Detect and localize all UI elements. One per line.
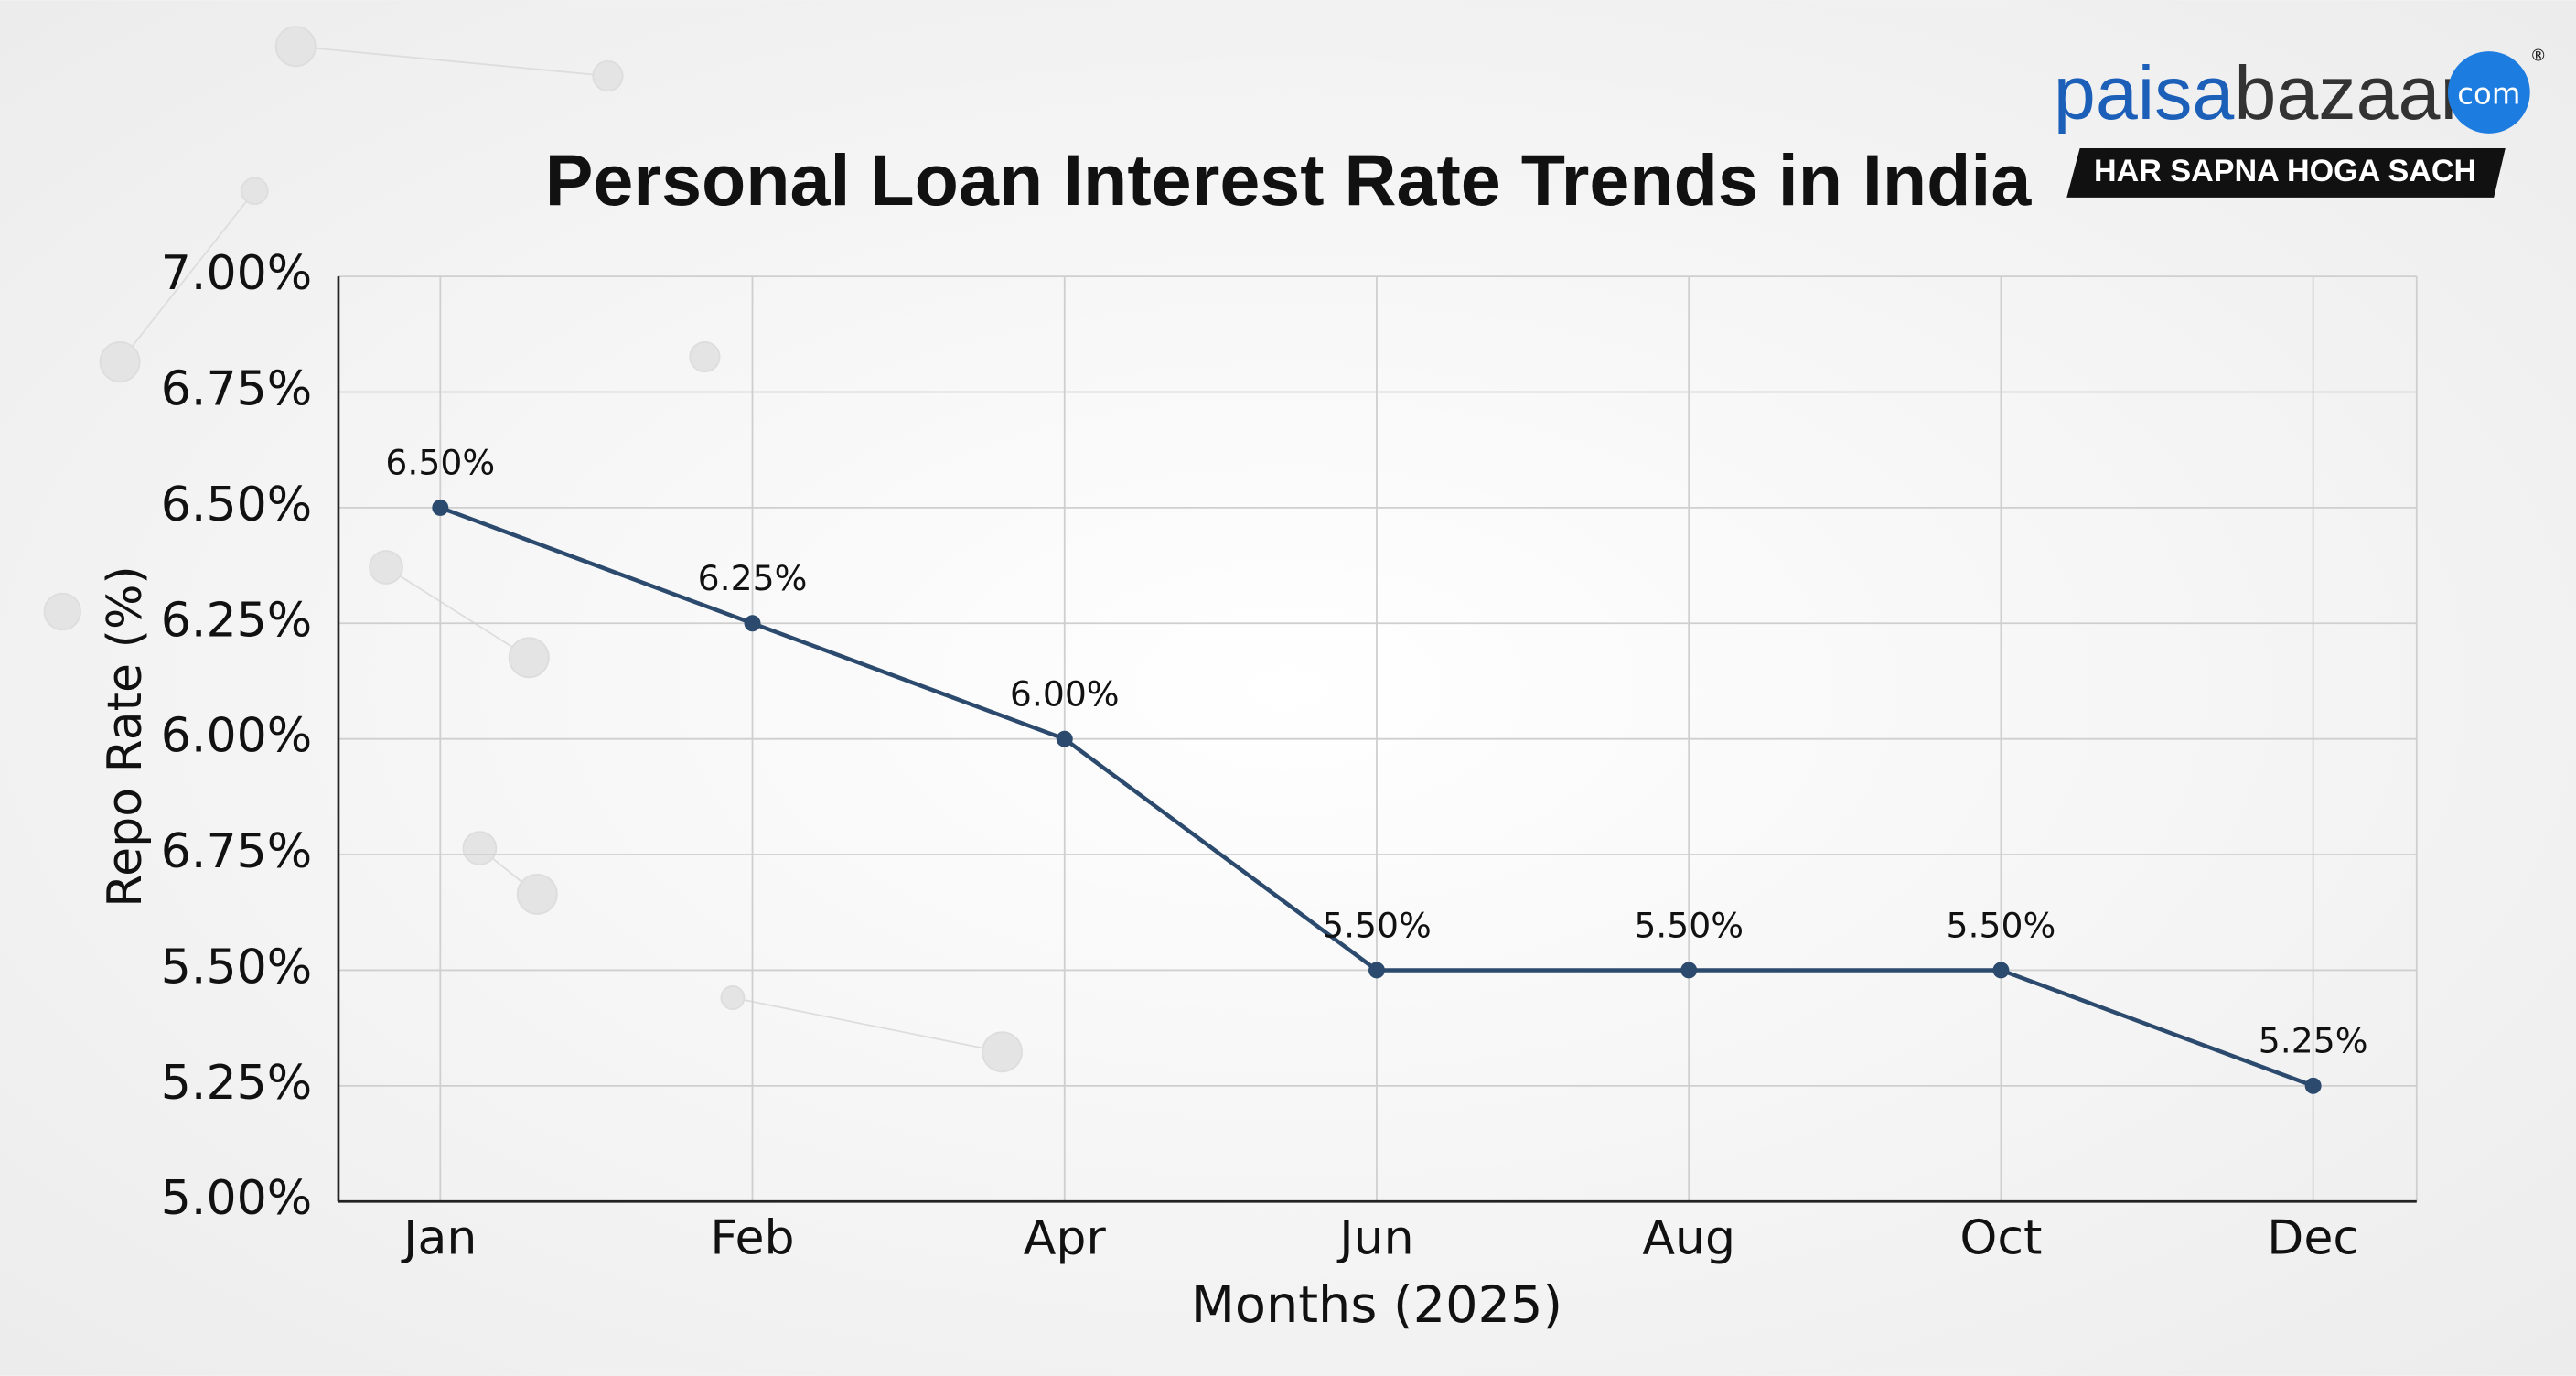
x-tick-label: Apr <box>1024 1210 1107 1265</box>
y-tick-label: 6.50% <box>161 478 312 532</box>
y-tick-label: 6.25% <box>161 593 312 648</box>
data-label: 5.50% <box>1947 905 2056 945</box>
data-label: 6.00% <box>1010 673 1120 714</box>
x-tick-label: Aug <box>1642 1210 1735 1265</box>
data-label: 5.50% <box>1322 905 1432 945</box>
logo-registered: ® <box>2530 46 2547 65</box>
y-axis-label: Repo Rate (%) <box>98 565 153 907</box>
x-tick-label: Oct <box>1959 1210 2042 1265</box>
point <box>2304 1077 2322 1094</box>
logo-wordmark: paisabazaar <box>2054 50 2465 135</box>
chart-title: Personal Loan Interest Rate Trends in In… <box>545 139 2033 220</box>
point <box>1680 962 1698 979</box>
decoration <box>43 26 1023 1073</box>
data-label: 6.50% <box>385 443 495 483</box>
y-tick-label: 5.25% <box>161 1056 312 1111</box>
logo-badge-text: com <box>2457 77 2520 112</box>
x-tick-label: Jan <box>401 1210 477 1265</box>
y-tick-label: 6.00% <box>161 709 312 764</box>
logo-tagline-bg <box>2066 148 2506 198</box>
x-tick-label: Dec <box>2267 1210 2359 1265</box>
data-label: 5.50% <box>1634 905 1744 945</box>
y-tick-label: 6.75% <box>161 362 312 417</box>
data-label: 6.25% <box>698 558 808 598</box>
x-axis-label: Months (2025) <box>1191 1275 1562 1335</box>
point <box>744 615 761 632</box>
logo: paisabazaar com ® HAR SAPNA HOGA SACH <box>2054 46 2547 198</box>
point <box>1056 730 1073 747</box>
point <box>1992 962 2010 979</box>
x-tick-label: Jun <box>1336 1210 1413 1265</box>
data-label: 5.25% <box>2259 1021 2368 1061</box>
logo-tagline: HAR SAPNA HOGA SACH <box>2094 154 2476 188</box>
y-tick-label: 6.75% <box>161 824 312 879</box>
logo-badge <box>2447 51 2530 134</box>
point <box>432 499 449 516</box>
logo-part: paisa <box>2054 50 2235 135</box>
y-tick-label: 5.00% <box>161 1171 312 1226</box>
y-tick-label: 5.50% <box>161 940 312 994</box>
x-tick-label: Feb <box>710 1210 794 1265</box>
y-tick-label: 7.00% <box>161 246 312 301</box>
point <box>1368 962 1385 979</box>
logo-part: bazaar <box>2234 50 2465 135</box>
